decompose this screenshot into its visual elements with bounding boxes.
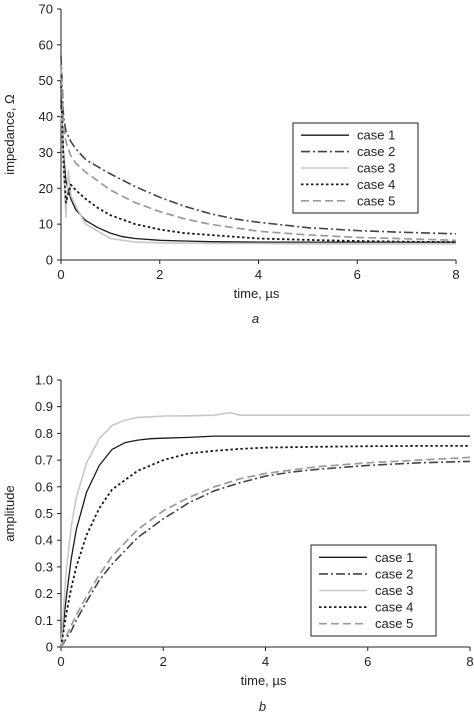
y-tick-label: 0.5 [35,506,53,521]
legend-label: case 2 [375,566,413,581]
x-tick-label: 6 [364,654,371,669]
x-axis-label: time, µs [241,673,287,688]
y-tick-label: 70 [39,2,53,17]
x-tick-label: 4 [255,267,262,282]
y-tick-label: 20 [39,181,53,196]
x-tick-label: 8 [466,654,473,669]
y-tick-label: 40 [39,109,53,124]
x-tick-label: 6 [354,267,361,282]
series-line-case-3 [60,411,470,648]
y-tick-label: 1.0 [35,373,53,388]
y-tick-label: 0.8 [35,426,53,441]
legend-label: case 4 [357,177,395,192]
series-line-case-1 [60,435,470,648]
y-axis-label: amplitude [2,485,17,541]
x-tick-label: 4 [262,654,269,669]
series-line-case-4 [60,80,457,243]
series-line-case-1 [60,98,456,243]
chart-b: 0 0.1 0.2 0.3 0.4 0.5 0.6 0.7 0.8 0.9 1.0 0 2 4 6 8 time… [2,373,474,715]
chart-a: 0 10 20 30 40 50 60 70 0 2 4 6 8 time, µs impedance, Ω… [2,2,460,327]
x-tick-label: 2 [156,267,163,282]
legend-label: case 3 [357,161,395,176]
x-axis-label: time, µs [234,286,280,301]
y-tick-label: 0.6 [35,479,53,494]
legend-label: case 5 [357,193,395,208]
legend-label: case 2 [357,144,395,159]
y-tick-label: 60 [39,37,53,52]
x-tick-label: 0 [57,654,64,669]
x-tick-label: 2 [160,654,167,669]
y-tick-label: 0.9 [35,399,53,414]
legend-label: case 4 [375,600,413,615]
y-axis-label: impedance, Ω [2,94,17,175]
series-line-case-5 [60,456,471,648]
panel-label: b [259,699,266,714]
y-tick-label: 0.1 [35,613,53,628]
y-tick-label: 30 [39,145,53,160]
y-tick-label: 10 [39,217,53,232]
y-tick-label: 0.3 [35,559,53,574]
legend-label: case 1 [357,128,395,143]
y-tick-label: 0 [46,640,53,655]
legend-label: case 1 [375,550,413,565]
y-tick-label: 0 [46,253,53,268]
panel-label: a [252,311,259,326]
y-tick-label: 50 [39,73,53,88]
legend-label: case 3 [375,583,413,598]
y-tick-label: 0.7 [35,453,53,468]
series-line-case-4 [60,444,470,648]
legend-label: case 5 [375,616,413,631]
y-tick-label: 0.2 [35,586,53,601]
x-tick-label: 8 [452,267,459,282]
series-line-case-3 [60,109,456,245]
x-tick-label: 0 [57,267,64,282]
series-line-case-5 [60,66,457,242]
y-tick-label: 0.4 [35,533,53,548]
series-line-case-2 [60,55,457,235]
